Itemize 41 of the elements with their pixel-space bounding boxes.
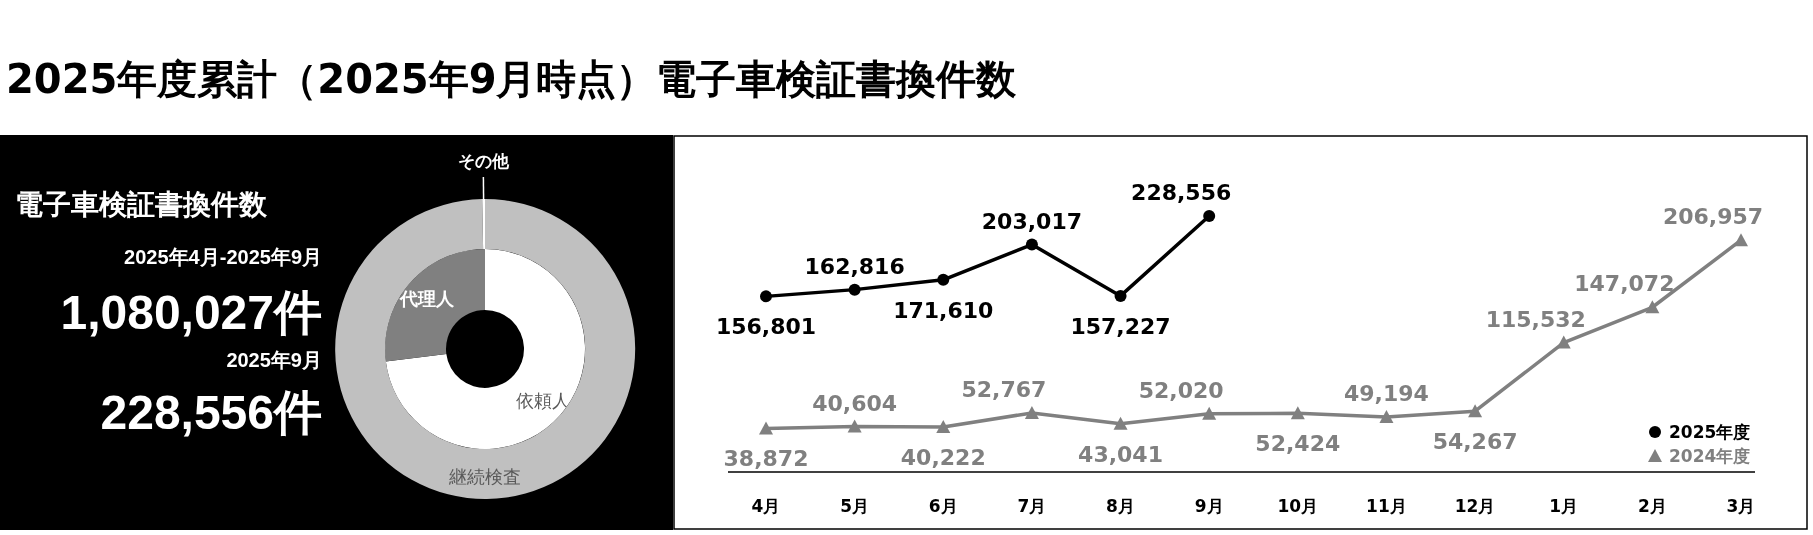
slice-label: 代理人 bbox=[398, 287, 455, 309]
legend-label: 2025年度 bbox=[1669, 422, 1751, 442]
text: 2025年4月-2025年9月 bbox=[124, 246, 322, 268]
data-label: 115,532 bbox=[1485, 306, 1586, 332]
data-label: 162,816 bbox=[804, 253, 905, 279]
x-tick-label: 1月 bbox=[1549, 496, 1579, 516]
x-tick-label: 3月 bbox=[1726, 496, 1756, 516]
data-label: 49,194 bbox=[1344, 380, 1429, 406]
data-label: 38,872 bbox=[723, 446, 809, 472]
x-tick-label: 12月 bbox=[1454, 496, 1496, 516]
data-label: 206,957 bbox=[1662, 204, 1764, 230]
x-tick-label: 5月 bbox=[840, 496, 870, 516]
text: 電子車検証書換件数 bbox=[15, 189, 268, 220]
data-label: 171,610 bbox=[893, 297, 994, 323]
data-label: 157,227 bbox=[1070, 313, 1171, 339]
data-label: 52,020 bbox=[1138, 377, 1224, 403]
text: 228,556件 bbox=[100, 386, 322, 439]
data-label: 228,556 bbox=[1131, 180, 1232, 205]
data-label: 54,267 bbox=[1432, 429, 1518, 455]
data-label: 40,222 bbox=[900, 444, 986, 470]
data-label: 147,072 bbox=[1574, 271, 1675, 297]
x-tick-label: 9月 bbox=[1194, 496, 1224, 516]
text: 1,080,027件 bbox=[60, 286, 322, 339]
x-tick-label: 2月 bbox=[1637, 496, 1667, 516]
x-tick-label: 11月 bbox=[1366, 496, 1407, 516]
data-label: 156,801 bbox=[715, 314, 817, 340]
data-label: 203,017 bbox=[981, 208, 1083, 234]
x-tick-label: 6月 bbox=[928, 496, 958, 516]
x-tick-label: 8月 bbox=[1106, 496, 1135, 516]
data-label: 52,767 bbox=[961, 376, 1047, 402]
slice-label: その他 bbox=[457, 151, 510, 172]
data-label: 43,041 bbox=[1078, 441, 1163, 467]
text: 2025年9月 bbox=[226, 349, 322, 371]
x-tick-label: 7月 bbox=[1017, 496, 1047, 516]
x-tick-label: 10月 bbox=[1277, 496, 1319, 516]
slice-label: 継続検査 bbox=[448, 466, 521, 487]
text: 2025年度累計（2025年9月時点）電子車検証書換件数 bbox=[6, 56, 1018, 102]
data-label: 52,424 bbox=[1255, 431, 1341, 457]
legend-label: 2024年度 bbox=[1669, 446, 1751, 466]
x-tick-label: 4月 bbox=[751, 496, 781, 516]
data-label: 40,604 bbox=[812, 390, 898, 416]
